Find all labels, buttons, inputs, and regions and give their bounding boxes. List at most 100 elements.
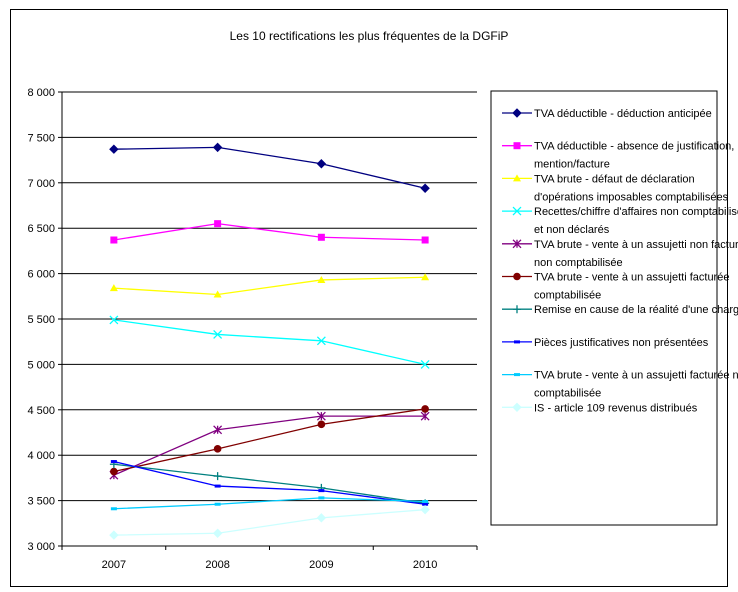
legend-label: IS - article 109 revenus distribués [534,402,698,414]
y-tick-label: 3 500 [27,496,55,508]
y-tick-label: 7 000 [27,178,55,190]
y-tick-label: 6 000 [27,269,55,281]
data-point [109,284,118,292]
x-tick-label: 2010 [413,559,437,571]
x-tick-label: 2009 [309,559,333,571]
legend-entry: TVA brute - vente à un assujetti facturé… [502,272,729,302]
data-point [110,236,118,244]
data-point [213,290,222,298]
y-tick-label: 5 500 [27,314,55,326]
legend-label: mention/facture [534,159,610,171]
series-line [113,146,426,189]
data-point [212,142,223,153]
data-point [109,315,119,325]
y-tick-label: 3 000 [27,541,55,553]
data-point [317,275,326,283]
data-point [316,159,327,169]
legend-entry: IS - article 109 revenus distribués [502,402,698,414]
legend-label: non comptabilisée [534,257,623,269]
series-line [113,509,426,536]
legend-marker [514,340,520,344]
legend-marker [514,373,520,377]
data-point [420,359,430,369]
data-point [317,233,325,241]
data-point [212,528,223,538]
series-9 [110,496,429,511]
series-line [113,497,426,510]
legend-label: comptabilisée [534,290,601,302]
data-point [422,500,429,504]
series-8 [110,460,429,506]
legend-marker [513,174,521,182]
legend-entry: Remise en cause de la réalité d'une char… [502,304,738,316]
legend-entry: TVA déductible - déduction anticipée [502,108,712,120]
data-point [421,273,430,281]
legend-marker [513,305,521,314]
data-point [421,236,429,244]
legend-marker [512,206,522,216]
data-point [422,502,429,506]
series-4 [109,315,430,369]
series-line [113,415,426,476]
data-point [421,405,429,413]
legend-label: TVA déductible - déduction anticipée [534,108,712,120]
data-point [213,472,222,481]
y-tick-label: 7 500 [27,132,55,144]
data-point [213,425,223,435]
series-layer [109,142,430,540]
legend-label: Remise en cause de la réalité d'une char… [534,304,738,316]
series-line [113,460,426,505]
legend-box [490,90,718,526]
legend: TVA déductible - déduction anticipée TVA … [502,108,738,414]
series-line [113,223,426,241]
y-tick-label: 8 000 [27,87,55,99]
series-6 [110,405,429,476]
grid-lines [62,91,477,547]
legend-label: TVA déductible - absence de justificatio… [534,141,734,153]
data-point [109,144,119,154]
data-point [420,504,430,515]
axes: 3 000 3 500 4 000 4 500 5 000 5 500 6 000 6 500… [27,87,478,571]
legend-label: TVA brute - défaut de déclaration [534,173,695,185]
legend-marker [513,142,521,150]
y-tick-label: 6 500 [27,223,55,235]
legend-marker [512,239,522,249]
legend-marker [512,108,522,118]
x-tick-label: 2008 [205,559,229,571]
legend-label: d'opérations imposables comptabilisées [534,191,729,203]
legend-label: comptabilisée [534,388,601,400]
data-point [109,530,119,540]
legend-entry: Pièces justificatives non présentées [502,337,709,349]
data-point [316,336,326,346]
series-line [113,463,426,504]
legend-entry: TVA brute - défaut de déclaration d'opéra… [502,173,729,203]
legend-label: Recettes/chiffre d'affaires non comptabi… [534,206,738,218]
series-3 [109,273,430,298]
series-2 [110,220,429,244]
y-tick-label: 4 500 [27,405,55,417]
y-tick-label: 5 000 [27,359,55,371]
data-point [316,513,327,523]
data-point [318,489,325,493]
legend-entry: TVA déductible - absence de justificatio… [502,141,734,171]
data-point [316,411,326,421]
series-line [113,408,426,473]
series-line [113,319,426,366]
data-point [214,484,221,488]
legend-label: TVA brute - vente à un assujetti facturé… [534,272,729,284]
data-point [420,183,430,193]
legend-label: TVA brute - vente à un assujetti non fac… [534,239,738,251]
legend-label: et non déclarés [534,224,610,236]
chart-title: Les 10 rectifications les plus fréquente… [230,29,509,43]
legend-label: TVA brute - vente à un assujetti facturé… [534,370,738,382]
data-point [110,467,118,476]
data-point [110,460,117,464]
data-point [110,507,117,511]
data-point [213,445,222,453]
data-point [420,411,430,421]
data-point [317,420,326,429]
legend-entry: TVA brute - vente à un assujetti facturé… [502,370,738,400]
data-point [214,220,222,228]
y-tick-label: 4 000 [27,450,55,462]
